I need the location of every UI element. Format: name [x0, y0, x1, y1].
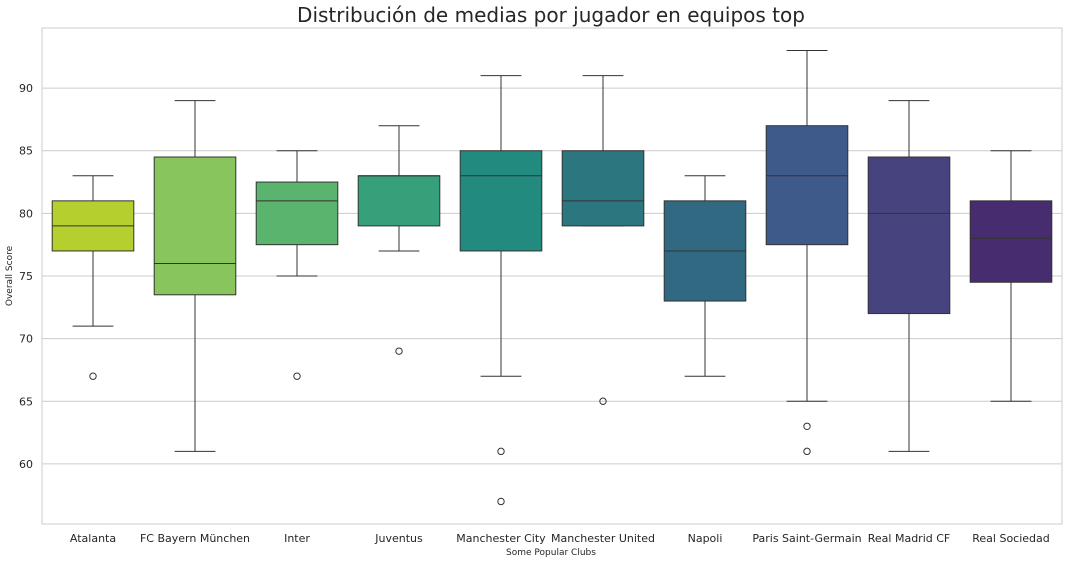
box	[255, 181, 339, 246]
box-group	[51, 175, 135, 380]
outlier-point	[395, 347, 403, 355]
x-tick-label: Manchester City	[456, 532, 546, 545]
outlier-point	[599, 397, 607, 405]
box-group	[765, 50, 849, 456]
x-tick-label: Real Sociedad	[972, 532, 1050, 545]
box-group	[561, 75, 645, 405]
box	[153, 156, 237, 296]
x-tick-label: Atalanta	[70, 532, 116, 545]
x-tick-label: Inter	[284, 532, 310, 545]
box-group	[867, 100, 951, 452]
y-tick-label: 90	[19, 82, 33, 95]
x-tick-label: Napoli	[688, 532, 723, 545]
outlier-point	[803, 422, 811, 431]
box-group	[357, 125, 441, 355]
outlier-point	[293, 372, 301, 380]
box-group	[255, 150, 339, 380]
box-group	[969, 150, 1053, 402]
outlier-point	[497, 447, 505, 456]
boxes	[51, 50, 1053, 506]
y-tick-label: 75	[19, 270, 33, 283]
y-tick-label: 85	[19, 145, 33, 158]
outlier-point	[803, 447, 811, 456]
y-tick-labels: 60 65 70 75 80 85 90	[19, 82, 33, 471]
box	[867, 156, 951, 315]
y-axis-label: Overall Score	[5, 245, 15, 306]
y-tick-label: 60	[19, 458, 33, 471]
outlier-point	[89, 372, 97, 380]
x-tick-label: Real Madrid CF	[868, 532, 951, 545]
x-tick-label: FC Bayern München	[140, 532, 250, 545]
x-tick-labels: Atalanta FC Bayern München Inter Juventus Ma…	[70, 532, 1050, 545]
y-tick-label: 80	[19, 207, 33, 220]
box-group	[153, 100, 237, 452]
box-group	[663, 175, 747, 377]
x-tick-label: Manchester United	[551, 532, 655, 545]
box	[561, 150, 645, 227]
y-tick-label: 65	[19, 395, 33, 408]
x-axis-label: Some Popular Clubs	[506, 548, 596, 558]
x-tick-label: Juventus	[374, 532, 423, 545]
box	[765, 125, 849, 246]
y-tick-label: 70	[19, 333, 33, 346]
chart-title: Distribución de medias por jugador en eq…	[297, 3, 805, 27]
box	[969, 200, 1053, 283]
box	[357, 175, 441, 227]
outlier-point	[497, 497, 505, 506]
box	[459, 150, 543, 252]
x-tick-label: Paris Saint-Germain	[752, 532, 861, 545]
box-group	[459, 75, 543, 506]
